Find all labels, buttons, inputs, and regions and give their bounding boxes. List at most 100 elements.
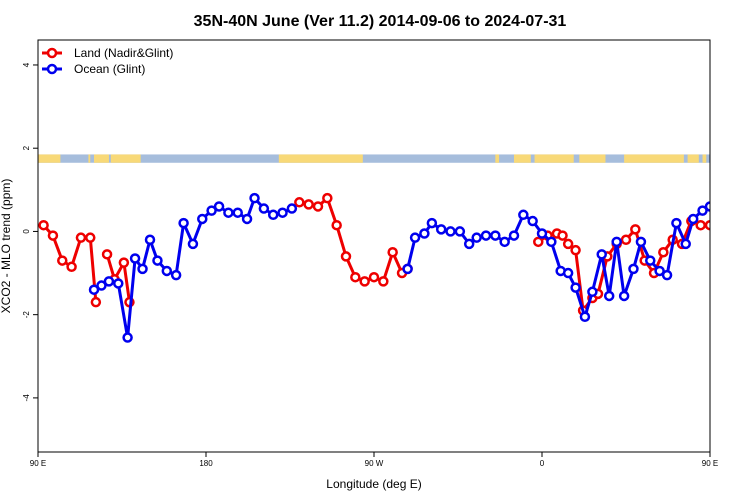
land-point bbox=[570, 244, 581, 256]
land-point bbox=[101, 249, 113, 260]
x-axis-label: Longitude (deg E) bbox=[326, 477, 421, 491]
land-band-segment bbox=[514, 154, 531, 163]
x-tick-label: 90 E bbox=[702, 459, 718, 468]
land-point bbox=[340, 251, 352, 262]
x-tick-label: 180 bbox=[199, 459, 213, 468]
land-band-segment bbox=[624, 154, 684, 163]
y-tick-label: 0 bbox=[22, 229, 31, 234]
land-point bbox=[378, 276, 389, 287]
land-band-segment bbox=[579, 154, 606, 163]
ocean-point bbox=[518, 209, 529, 221]
ocean-point bbox=[435, 224, 447, 235]
ocean-point bbox=[206, 205, 217, 216]
land-point bbox=[704, 219, 710, 231]
ocean-point bbox=[628, 263, 639, 275]
ocean-point bbox=[645, 255, 656, 266]
land-point bbox=[738, 263, 746, 271]
land-point bbox=[728, 257, 736, 265]
ocean-point bbox=[687, 213, 699, 225]
land-point bbox=[118, 257, 130, 268]
ocean-point bbox=[267, 209, 279, 221]
ocean-point bbox=[471, 232, 482, 243]
ocean-point bbox=[671, 217, 682, 229]
land-band-segment bbox=[278, 154, 363, 163]
ocean-point bbox=[490, 230, 501, 241]
land-band-segment bbox=[94, 154, 109, 163]
ocean-point bbox=[122, 332, 133, 343]
chart-title: 35N-40N June (Ver 11.2) 2014-09-06 to 20… bbox=[194, 13, 567, 30]
land-point bbox=[368, 271, 380, 283]
ocean-point bbox=[661, 269, 673, 281]
ocean-point bbox=[635, 236, 647, 248]
land-point bbox=[331, 219, 342, 231]
land-point bbox=[85, 232, 96, 243]
ocean-point bbox=[223, 207, 234, 218]
x-axis: 90 E 180 90 W 0 90 E bbox=[30, 452, 718, 468]
ocean-point bbox=[454, 226, 466, 237]
ocean-point bbox=[409, 232, 421, 243]
land-point bbox=[387, 246, 398, 258]
land-band-segment bbox=[534, 154, 574, 163]
land-point bbox=[322, 192, 333, 204]
ocean-point bbox=[570, 282, 581, 293]
ocean-point bbox=[463, 238, 475, 250]
land-band-segment bbox=[495, 154, 500, 163]
legend-ocean-label: Ocean (Glint) bbox=[74, 62, 145, 76]
y-tick-label: 4 bbox=[22, 62, 31, 67]
land-point bbox=[350, 271, 361, 283]
ocean-point bbox=[96, 280, 107, 291]
ocean-point bbox=[152, 255, 163, 266]
ocean-point bbox=[697, 205, 708, 216]
ocean-series-line bbox=[406, 205, 710, 319]
ocean-point bbox=[704, 201, 710, 212]
land-band-segment bbox=[88, 154, 91, 163]
ocean-point bbox=[402, 263, 413, 275]
land-point bbox=[359, 276, 370, 287]
land-point bbox=[312, 201, 324, 212]
ocean-point bbox=[197, 213, 208, 225]
legend-land-marker bbox=[46, 47, 58, 59]
ocean-point bbox=[680, 238, 691, 250]
ocean-point bbox=[480, 230, 492, 241]
ocean-point bbox=[88, 284, 100, 295]
land-band-segment bbox=[687, 154, 699, 163]
land-point bbox=[695, 219, 706, 231]
ocean-point bbox=[232, 207, 243, 218]
land-point bbox=[57, 255, 68, 266]
ocean-point bbox=[103, 276, 115, 287]
ocean-point bbox=[499, 236, 510, 248]
ocean-point bbox=[213, 201, 225, 212]
ocean-point bbox=[178, 217, 189, 229]
x-tick-label: 90 E bbox=[30, 459, 46, 468]
ocean-point bbox=[546, 236, 557, 248]
ocean-point bbox=[241, 213, 253, 225]
land-band-segment bbox=[38, 154, 61, 163]
ocean-point bbox=[654, 265, 665, 277]
land-point bbox=[303, 199, 314, 210]
land-point bbox=[533, 236, 544, 248]
ocean-point bbox=[445, 226, 456, 237]
ocean-point bbox=[161, 265, 173, 277]
ocean-point bbox=[187, 238, 199, 250]
x-tick-label: 90 W bbox=[365, 459, 384, 468]
y-tick-label: -2 bbox=[22, 311, 31, 319]
land-band-segment bbox=[110, 154, 141, 163]
land-series-line bbox=[725, 236, 750, 303]
plot-frame bbox=[37, 39, 711, 453]
land-point bbox=[75, 232, 87, 243]
ocean-band bbox=[38, 154, 710, 163]
land-point bbox=[658, 246, 669, 258]
ocean-point bbox=[611, 236, 622, 248]
ocean-point bbox=[596, 249, 607, 260]
ocean-point bbox=[129, 253, 141, 264]
ocean-point bbox=[170, 269, 182, 281]
land-point bbox=[38, 219, 49, 231]
land-point bbox=[721, 232, 729, 240]
ocean-point bbox=[286, 203, 298, 214]
ocean-point bbox=[258, 203, 270, 214]
legend-land-label: Land (Nadir&Glint) bbox=[74, 46, 173, 60]
land-point bbox=[557, 230, 568, 241]
x-tick-label: 0 bbox=[540, 459, 545, 468]
land-point bbox=[294, 197, 305, 208]
